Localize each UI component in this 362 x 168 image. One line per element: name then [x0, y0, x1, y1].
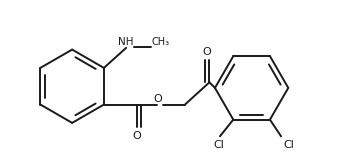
Text: CH₃: CH₃ — [152, 37, 170, 47]
Text: NH: NH — [118, 37, 134, 47]
Text: O: O — [133, 131, 142, 141]
Text: O: O — [203, 47, 211, 57]
Text: Cl: Cl — [283, 140, 294, 150]
Text: Cl: Cl — [214, 140, 224, 150]
Text: O: O — [153, 94, 162, 104]
